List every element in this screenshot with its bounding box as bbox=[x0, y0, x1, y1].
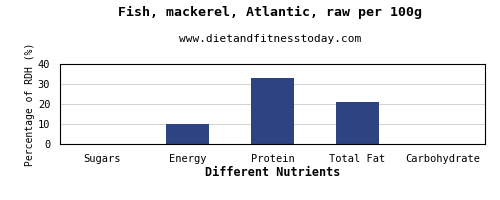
Text: www.dietandfitnesstoday.com: www.dietandfitnesstoday.com bbox=[179, 34, 361, 44]
X-axis label: Different Nutrients: Different Nutrients bbox=[205, 166, 340, 180]
Bar bbox=[252, 78, 294, 144]
Bar bbox=[336, 102, 379, 144]
Text: Fish, mackerel, Atlantic, raw per 100g: Fish, mackerel, Atlantic, raw per 100g bbox=[118, 6, 422, 19]
Y-axis label: Percentage of RDH (%): Percentage of RDH (%) bbox=[25, 42, 35, 166]
Bar bbox=[166, 124, 209, 144]
